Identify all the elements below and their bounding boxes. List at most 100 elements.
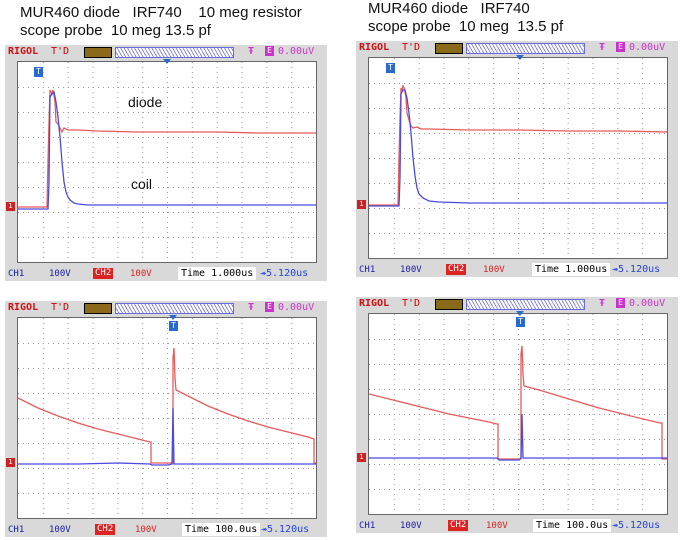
grid-dot [298,418,299,419]
grid-dot [142,348,144,349]
grid-dot [303,187,304,188]
grid-dot [167,453,168,454]
grid-dot [216,378,218,379]
grid-dot [258,368,259,369]
grid-dot [443,404,445,405]
grid-dot [518,329,519,330]
grid-dot [567,163,569,164]
grid-dot [73,468,74,469]
grid-dot [419,83,420,84]
grid-dot [42,232,44,233]
grid-dot [278,368,279,369]
grid-dot [459,83,460,84]
grid-dot [443,123,445,124]
grid-dot [468,359,470,360]
grid-dot [183,493,184,494]
grid-dot [518,233,519,234]
grid-dot [142,107,144,108]
grid-dot [629,389,630,390]
ch2-scale: 100V [135,525,157,535]
grid-dot [564,339,565,340]
grid-dot [394,208,395,209]
grid-dot [443,474,445,475]
grid-dot [529,489,530,490]
grid-dot [564,439,565,440]
grid-dot [213,212,214,213]
grid-dot [443,78,445,79]
grid-dot [218,237,219,238]
grid-dot [167,383,168,384]
grid-dot [93,393,94,394]
grid-dot [518,454,519,455]
grid-dot [592,103,594,104]
grid-dot [468,434,470,435]
grid-dot [117,252,119,253]
grid-dot [273,187,274,188]
grid-dot [216,197,218,198]
grid-dot [468,173,470,174]
grid-dot [118,368,119,369]
grid-dot [529,464,530,465]
grid-dot [642,108,644,109]
grid-dot [43,112,44,113]
grid-dot [542,349,544,350]
grid-dot [393,103,395,104]
grid-dot [33,443,34,444]
grid-dot [389,183,390,184]
grid-dot [298,368,299,369]
grid-dot [642,484,644,485]
grid-dot [266,192,268,193]
grid-dot [418,494,420,495]
grid-dot [67,413,69,414]
grid-dot [642,208,644,209]
grid-dot [308,87,309,88]
grid-dot [617,504,619,505]
grid-dot [617,399,619,400]
grid-dot [67,142,69,143]
grid-dot [113,368,114,369]
grid-dot [142,413,144,414]
grid-dot [241,488,243,489]
grid-dot [128,393,129,394]
grid-dot [429,489,430,490]
grid-dot [117,237,119,238]
grid-dot [584,464,585,465]
grid-dot [188,212,189,213]
memory-position-bar [115,47,234,58]
grid-dot [642,103,644,104]
grid-dot [567,73,569,74]
grid-dot [266,92,268,93]
grid-dot [584,364,585,365]
grid-dot [93,443,94,444]
grid-dot [574,208,575,209]
grid-dot [198,393,199,394]
grid-dot [519,233,520,234]
grid-dot [542,123,544,124]
grid-dot [617,349,619,350]
grid-dot [617,218,619,219]
grid-dot [418,238,420,239]
grid-dot [518,183,519,184]
grid-dot [67,488,69,489]
grid-dot [468,459,470,460]
grid-dot [617,63,619,64]
grid-dot [399,208,400,209]
grid-dot [228,237,229,238]
grid-dot [469,208,470,209]
grid-dot [183,418,184,419]
grid-dot [539,464,540,465]
grid-dot [418,118,420,119]
grid-dot [617,138,619,139]
grid-dot [493,238,495,239]
grid-dot [379,464,380,465]
grid-dot [58,468,59,469]
grid-dot [374,464,375,465]
grid-dot [33,468,34,469]
grid-dot [484,233,485,234]
grid-dot [518,123,519,124]
grid-dot [493,198,495,199]
grid-dot [518,449,519,450]
grid-dot [208,368,209,369]
grid-dot [117,172,119,173]
grid-dot [43,212,44,213]
